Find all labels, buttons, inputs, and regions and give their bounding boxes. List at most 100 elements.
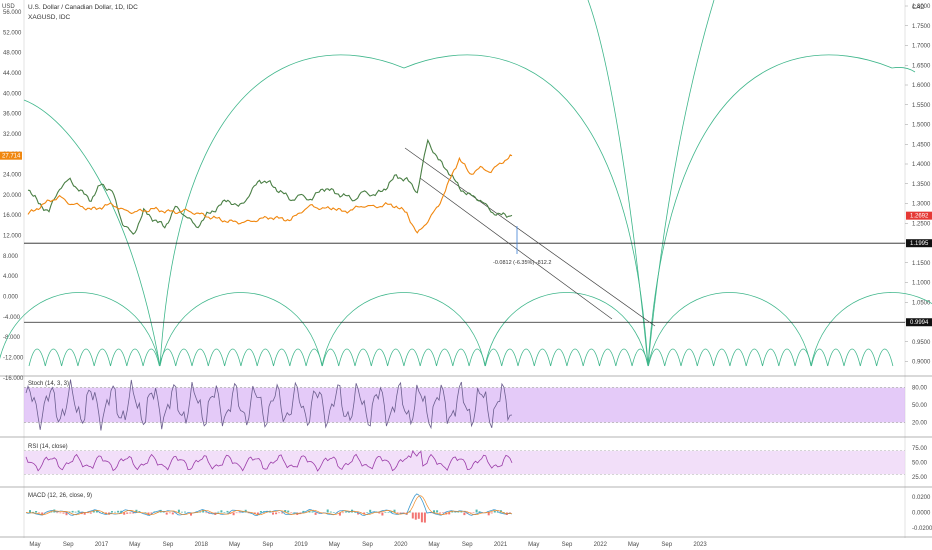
macd-histogram-bar <box>101 512 104 513</box>
channel-lower-line[interactable] <box>419 177 613 320</box>
signal-line[interactable] <box>25 495 513 516</box>
time-axis-label: May <box>329 542 340 548</box>
right-tick-label: 0.9000 <box>912 360 931 366</box>
giant-cycle-arc <box>587 0 649 367</box>
macd-histogram-bar <box>129 512 132 514</box>
left-tick-label: -8.000 <box>3 335 21 341</box>
time-axis-label: 2023 <box>693 542 707 548</box>
time-axis-label: 2021 <box>494 542 508 548</box>
macd-histogram-bar <box>363 512 366 515</box>
macd-histogram-bar <box>478 511 481 513</box>
macd-histogram-bar <box>59 512 62 514</box>
macd-histogram-bar <box>238 512 241 514</box>
macd-histogram-bar <box>32 511 35 513</box>
macd-histogram-bar <box>348 512 350 513</box>
macd-histogram-bar <box>144 512 147 513</box>
small-cycle-arc <box>387 348 405 367</box>
left-tick-label: 16.000 <box>3 213 22 219</box>
macd-histogram-bar <box>38 512 41 514</box>
macd-tick-label: 0.0000 <box>912 511 931 517</box>
macd-histogram-bar <box>171 512 174 515</box>
medium-cycle-arc <box>810 292 932 367</box>
cycle-arcs <box>0 0 932 367</box>
left-tick-label: 44.000 <box>3 71 22 77</box>
macd-histogram-bar <box>493 510 496 513</box>
small-cycle-arc <box>582 348 600 367</box>
right-tick-label: 1.5500 <box>912 103 931 109</box>
time-axis-label: 2018 <box>195 542 209 548</box>
macd-pane[interactable]: MACD (12, 26, close, 9) 0.0200 0.0000 -0.02… <box>25 493 932 532</box>
time-axis-label: Sep <box>63 542 74 548</box>
measure-tool[interactable]: -0.0812 (-6.35%) -812.2 <box>493 226 551 266</box>
small-cycle-arc <box>648 348 666 367</box>
small-cycle-arc <box>843 348 861 367</box>
small-cycle-arc <box>680 348 698 367</box>
medium-cycle-arc <box>647 292 812 367</box>
horizontal-levels[interactable] <box>24 242 905 323</box>
left-tick-label: 4.000 <box>3 274 19 280</box>
left-tick-label: 8.000 <box>3 254 19 260</box>
time-axis-label: Sep <box>562 542 573 548</box>
macd-histogram-bar <box>472 512 475 514</box>
stoch-pane[interactable]: Stoch (14, 3, 3) 80.00 50.00 20.00 <box>24 379 928 431</box>
macd-histogram-bar <box>442 512 445 514</box>
small-cycle-arc <box>599 348 617 367</box>
time-axis-label: May <box>29 542 40 548</box>
left-tick-label: 52.000 <box>3 30 22 36</box>
macd-histogram-bar <box>253 512 256 514</box>
small-cycle-arc <box>93 348 111 367</box>
left-tick-label: 36.000 <box>3 112 22 118</box>
left-tick-label: 20.000 <box>3 193 22 199</box>
macd-histogram-bar <box>95 510 98 513</box>
right-tick-label: 0.9500 <box>912 340 931 346</box>
level-price-box <box>906 239 932 248</box>
left-tick-label: 24.000 <box>3 173 22 179</box>
rsi-line[interactable] <box>25 450 513 472</box>
macd-histogram-bar <box>469 512 472 514</box>
macd-histogram-bar <box>56 512 59 514</box>
macd-histogram-bar <box>448 512 451 515</box>
macd-histogram-bar <box>220 510 223 513</box>
macd-histogram-bar <box>460 511 463 513</box>
macd-histogram-bar <box>487 512 490 516</box>
macd-histogram-bar <box>147 512 150 516</box>
macd-histogram-bar <box>256 512 259 515</box>
stoch-tick-label: 80.00 <box>912 386 928 392</box>
small-cycle-arc <box>811 348 829 367</box>
small-cycle-arc <box>696 348 714 367</box>
level-price-box <box>906 318 932 327</box>
macd-histogram-bar <box>86 512 89 514</box>
macd-histogram-bar <box>123 512 126 515</box>
macd-histogram-bar <box>281 512 284 514</box>
trend-channel[interactable] <box>404 147 656 327</box>
macd-histogram-bar <box>77 510 80 513</box>
macd-histogram-bar <box>202 509 205 513</box>
small-cycle-arc <box>273 348 291 367</box>
channel-upper-line[interactable] <box>404 147 656 327</box>
left-tick-label: -12.000 <box>3 355 24 361</box>
macd-histogram-bar <box>177 509 180 513</box>
macd-histogram-bar <box>278 512 281 514</box>
small-cycle-arc <box>436 348 454 367</box>
xagusd-price-box <box>0 151 22 160</box>
usdcad-line[interactable] <box>27 138 513 235</box>
macd-histogram-bar <box>463 512 466 516</box>
price-series[interactable] <box>27 138 513 235</box>
macd-histogram-bar <box>423 512 426 523</box>
macd-histogram-bar <box>378 512 381 514</box>
macd-histogram-bar <box>390 511 393 513</box>
rsi-pane[interactable]: RSI (14, close) 75.00 50.00 25.00 <box>24 444 928 481</box>
right-tick-label: 1.3000 <box>912 202 931 208</box>
macd-histogram-bar <box>117 510 120 513</box>
small-cycle-arc <box>191 348 209 367</box>
small-cycle-arc <box>876 348 894 367</box>
time-axis-label: Sep <box>462 542 473 548</box>
macd-histogram-bar <box>366 512 369 513</box>
macd-histogram-bar <box>259 511 262 513</box>
macd-histogram-bar <box>205 512 208 514</box>
large-cycle-arc <box>23 99 161 367</box>
stoch-k-line[interactable] <box>25 379 513 431</box>
xagusd-line[interactable] <box>27 154 513 234</box>
small-cycle-arc <box>175 348 193 367</box>
